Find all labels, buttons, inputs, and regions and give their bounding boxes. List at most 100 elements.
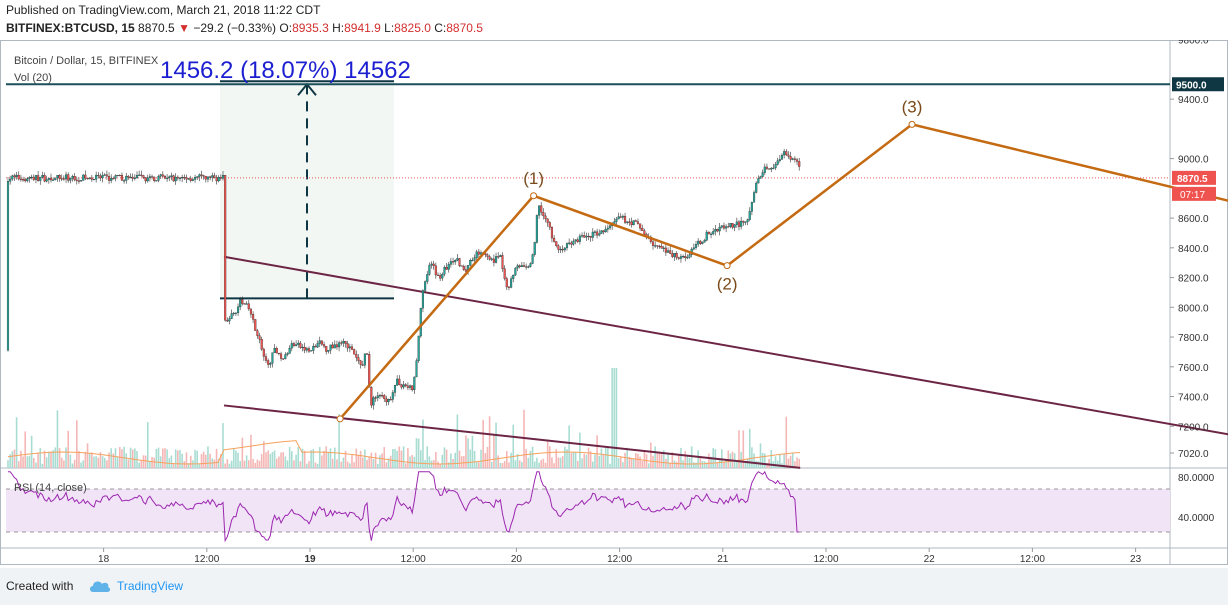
volume-bar: [374, 452, 377, 468]
volume-bar: [662, 450, 665, 468]
volume-bar: [28, 455, 31, 468]
time-axis[interactable]: 18 12:00 19 12:00 20 12:00 21 12:00 22 12:00 23: [98, 548, 1142, 565]
volume-bar: [521, 462, 523, 468]
volume-bar: [129, 447, 132, 468]
candle-body: [142, 175, 145, 178]
candle-body: [763, 166, 766, 173]
volume-bar: [80, 462, 82, 468]
candle-body: [101, 175, 104, 179]
volume-bar: [108, 452, 110, 468]
volume-bar: [213, 459, 216, 468]
high-label: H:: [332, 21, 345, 35]
volume-bar: [549, 446, 551, 468]
candle-body: [600, 230, 603, 234]
volume-bar: [112, 453, 115, 468]
volume-bar: [284, 456, 287, 468]
volume-bar: [443, 447, 446, 468]
wave-point-handle[interactable]: [530, 192, 538, 200]
level-price-tag: [1172, 77, 1224, 92]
tradingview-cloud-icon[interactable]: [88, 578, 112, 594]
trendlines[interactable]: [223, 255, 1228, 469]
candle-body: [206, 176, 210, 180]
candle-body: [705, 231, 708, 241]
candle-body: [6, 181, 10, 351]
candle-body: [576, 239, 579, 242]
candle-body: [774, 164, 777, 169]
candle-body: [361, 364, 364, 366]
volume-bar: [435, 451, 437, 468]
candle-body: [84, 174, 87, 179]
tradingview-link[interactable]: TradingView: [117, 579, 184, 593]
volume-bar: [162, 448, 164, 468]
candle-body: [783, 151, 786, 156]
candle-body: [565, 243, 569, 249]
candle-body: [19, 178, 22, 180]
time-axis-label: 12:00: [1020, 554, 1045, 565]
volume-bar: [411, 455, 413, 468]
volume-bar: [248, 460, 250, 468]
time-axis-label: 12:00: [401, 554, 426, 565]
volume-bar: [647, 463, 650, 468]
candle-body: [716, 229, 719, 232]
volume-bar: [389, 455, 392, 468]
candle-body: [123, 180, 126, 182]
trendline-1[interactable]: [223, 255, 1228, 459]
wave-point-handle[interactable]: [723, 262, 731, 270]
candle-body: [591, 231, 594, 238]
candle-body: [755, 182, 758, 193]
volume-bar: [243, 460, 246, 468]
symbol-label: BITFINEX:BTCUSD, 15: [6, 21, 135, 35]
candle-body: [170, 175, 173, 177]
volume-bar: [701, 460, 704, 468]
wave-point-handle[interactable]: [908, 120, 916, 128]
volume-bar: [456, 414, 459, 468]
candle-body: [714, 229, 717, 232]
volume-bar: [121, 449, 123, 468]
candle-body: [561, 248, 564, 251]
volume-bar: [488, 416, 491, 468]
volume-bar: [265, 452, 267, 468]
volume-bar: [770, 449, 773, 468]
volume-bar: [63, 460, 65, 468]
wave-point-handle[interactable]: [336, 415, 344, 423]
wave-label: (3): [902, 97, 923, 116]
volume-bar: [512, 424, 515, 468]
candle-body: [469, 260, 472, 266]
measure-tool[interactable]: [220, 80, 394, 300]
trendline-2[interactable]: [223, 404, 801, 469]
candle-body: [290, 343, 293, 349]
volume-bar: [299, 461, 302, 468]
volume-bar: [656, 453, 659, 468]
volume-bar: [297, 447, 300, 468]
volume-bar: [394, 448, 396, 468]
volume-bar: [527, 457, 530, 468]
volume-bar: [273, 450, 276, 468]
volume-bar: [355, 448, 358, 468]
wave-line[interactable]: [339, 99, 1228, 420]
candle-body: [125, 175, 128, 181]
candle-body: [499, 255, 502, 258]
candle-body: [531, 254, 534, 264]
candle-body: [232, 312, 235, 315]
candle-body: [400, 384, 403, 388]
volume-bar: [202, 451, 205, 468]
volume-bar: [791, 452, 794, 468]
volume-bar: [26, 456, 29, 468]
candle-body: [353, 349, 356, 355]
volume-bar: [751, 447, 753, 468]
candle-body: [559, 248, 562, 251]
volume-bar: [155, 448, 158, 468]
candle-body: [641, 228, 644, 231]
candle-body: [284, 354, 287, 359]
wave-label: (1): [523, 169, 544, 188]
price-axis[interactable]: 7020.0 7200.0 7400.0 7600.0 7800.0 8000.0 8200…: [1170, 40, 1209, 460]
elliott-wave-path[interactable]: (1)(2)(3)(4): [336, 97, 1228, 423]
candle-body: [163, 176, 167, 179]
time-axis-label: 18: [98, 554, 110, 565]
candle-body: [215, 177, 218, 182]
candle-body: [596, 231, 599, 236]
candle-body: [335, 344, 338, 348]
volume-bar: [91, 452, 93, 468]
volume-bar: [185, 452, 188, 468]
